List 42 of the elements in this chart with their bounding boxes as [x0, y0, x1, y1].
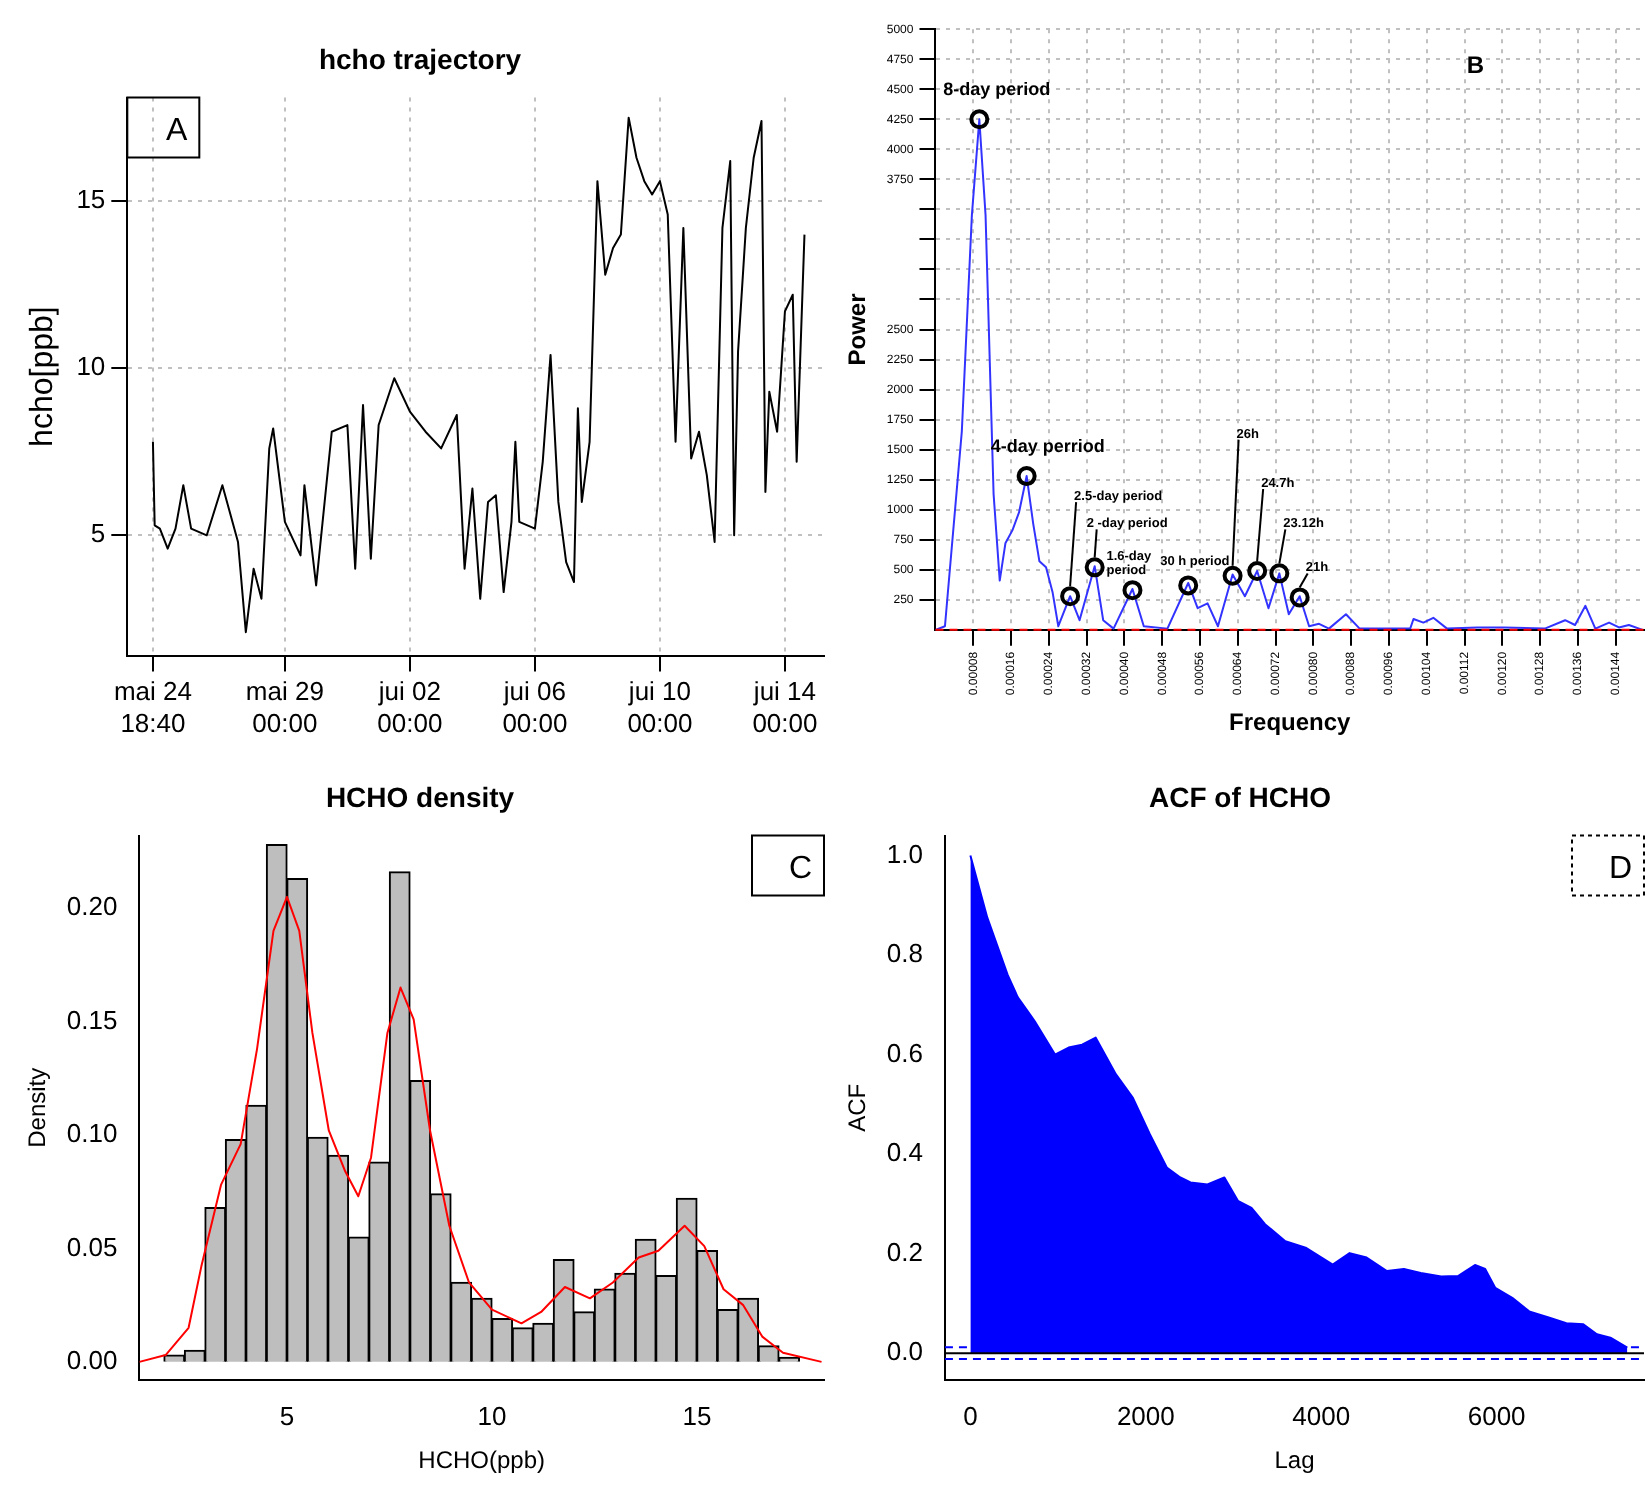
x-tick-label: mai 24 18:40 — [113, 676, 192, 738]
annotation: B — [1466, 51, 1485, 80]
x-axis-title: Lag — [1274, 1446, 1315, 1475]
y-axis-title: hcho[ppb] — [26, 306, 61, 447]
annotation: C — [788, 851, 813, 886]
annotation: D — [1608, 851, 1633, 886]
y-tick-label: 0.05 — [66, 1231, 118, 1262]
y-tick-label: 5 — [90, 518, 106, 549]
y-tick-label: 15 — [76, 184, 106, 215]
chart-title: ACF of HCHO — [1149, 780, 1332, 813]
y-tick-label: 0.6 — [886, 1037, 923, 1068]
x-tick-label: jui 14 00:00 — [751, 676, 818, 738]
y-tick-label: 0.10 — [66, 1118, 118, 1149]
x-tick-label: jui 06 00:00 — [501, 676, 568, 738]
annotation: 8-day period — [943, 79, 1051, 100]
x-tick-label: jui 10 00:00 — [626, 676, 693, 738]
x-tick-label: 2000 — [1116, 1400, 1175, 1431]
annotation: A — [165, 113, 188, 148]
y-tick-label: 0.15 — [66, 1004, 118, 1035]
x-tick-label: 15 — [682, 1400, 712, 1431]
x-axis-title: Frequency — [1229, 708, 1352, 737]
y-tick-label: 0.20 — [66, 891, 118, 922]
y-axis-title: Power — [843, 292, 872, 366]
chart-title: HCHO density — [325, 780, 515, 813]
x-tick-label: mai 29 00:00 — [245, 676, 324, 738]
x-tick-label: 6000 — [1467, 1400, 1526, 1431]
x-tick-label: 0 — [963, 1400, 978, 1431]
y-tick-label: 10 — [76, 351, 106, 382]
y-tick-label: 0.4 — [886, 1137, 923, 1168]
y-tick-label: 0.2 — [886, 1236, 923, 1267]
x-tick-label: 10 — [477, 1400, 507, 1431]
y-axis-title: ACF — [843, 1083, 872, 1132]
y-tick-label: 0.8 — [886, 938, 923, 969]
x-tick-label: jui 02 00:00 — [376, 676, 443, 738]
chart-title: hcho trajectory — [318, 42, 522, 75]
y-tick-label: 0.0 — [886, 1336, 923, 1367]
y-tick-label: 0.00 — [66, 1345, 118, 1376]
y-tick-label: 1.0 — [886, 838, 923, 869]
x-tick-label: 4000 — [1292, 1400, 1351, 1431]
x-tick-label: 5 — [279, 1400, 295, 1431]
x-axis-title: HCHO(ppb) — [418, 1446, 546, 1475]
y-axis-title: Density — [23, 1067, 52, 1148]
